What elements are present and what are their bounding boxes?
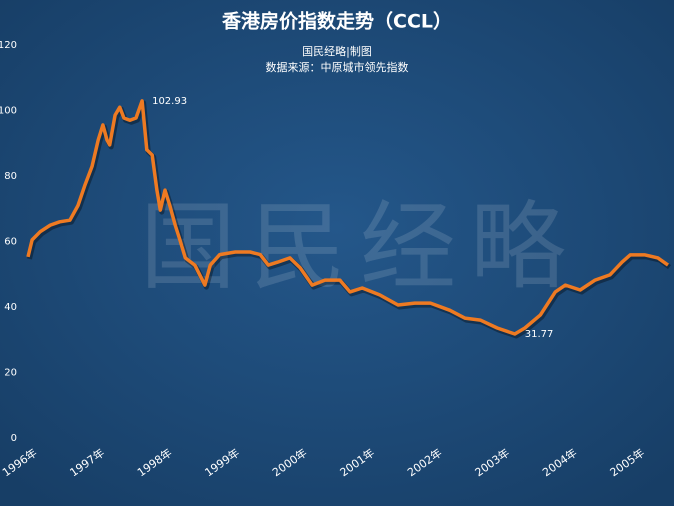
data-label: 31.77 [525,329,554,340]
watermark: 国民经略 [140,191,580,303]
y-tick-label: 80 [4,171,17,182]
y-tick-label: 40 [4,302,17,313]
y-tick-label: 100 [0,106,17,117]
subtitle: 国民经略|制图 [302,44,372,58]
line [26,99,670,336]
source: 数据来源：中原城市领先指数 [266,60,409,74]
y-tick-label: 60 [4,237,17,248]
chart-title: 香港房价指数走势（CCL） [221,10,452,33]
y-tick-label: 120 [0,40,17,51]
y-tick-label: 20 [4,368,17,379]
data-label: 102.93 [152,96,187,107]
y-tick-label: 0 [11,433,17,444]
